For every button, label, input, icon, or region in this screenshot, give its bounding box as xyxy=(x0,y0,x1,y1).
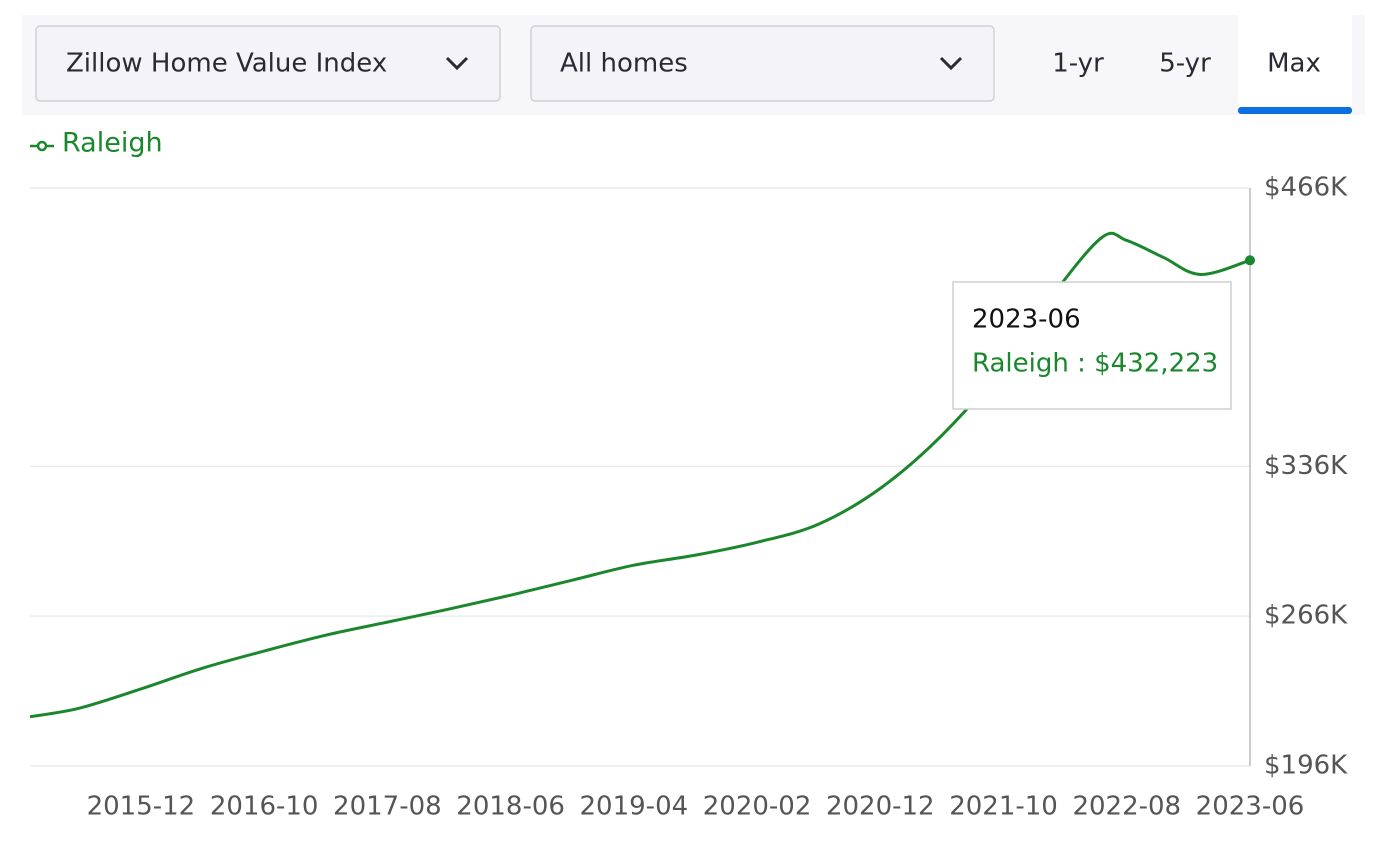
metric-dropdown[interactable]: Zillow Home Value Index xyxy=(35,25,501,102)
x-tick-label: 2015-12 xyxy=(87,792,196,822)
selected-tab-underline xyxy=(1238,107,1352,114)
x-tick-label: 2022-08 xyxy=(1072,792,1181,822)
chevron xyxy=(939,56,963,71)
range-tab[interactable]: 5-yr xyxy=(1159,49,1211,79)
x-tick-label: 2023-06 xyxy=(1196,792,1305,822)
tooltip-date: 2023-06 xyxy=(972,305,1081,335)
x-tick-label: 2018-06 xyxy=(456,792,565,822)
tooltip-value: Raleigh : $432,223 xyxy=(972,349,1218,379)
x-tick-label: 2017-08 xyxy=(333,792,442,822)
legend[interactable]: Raleigh xyxy=(30,128,163,159)
dropdown-label[interactable]: Zillow Home Value Index xyxy=(66,49,387,79)
tooltip: 2023-06 Raleigh : $432,223 xyxy=(952,281,1232,410)
y-tick-label: $266K xyxy=(1264,601,1348,631)
dropdown-label[interactable]: All homes xyxy=(560,49,688,79)
x-tick-label: 2021-10 xyxy=(949,792,1058,822)
dropdown-box[interactable] xyxy=(530,25,995,102)
selected-tab-bg xyxy=(1238,15,1352,115)
x-tick-label: 2016-10 xyxy=(210,792,319,822)
dropdown-box[interactable] xyxy=(35,25,501,102)
y-tick-label: $336K xyxy=(1264,451,1348,481)
legend-label[interactable]: Raleigh xyxy=(62,128,163,159)
tooltip-box xyxy=(952,281,1232,410)
home-type-dropdown[interactable]: All homes xyxy=(530,25,995,102)
range-tab[interactable]: 1-yr xyxy=(1052,49,1104,79)
chevron xyxy=(445,56,469,71)
legend-icon-dot xyxy=(36,140,48,152)
x-tick-label: 2020-02 xyxy=(703,792,812,822)
y-tick-label: $196K xyxy=(1264,751,1348,781)
x-tick-label: 2020-12 xyxy=(826,792,935,822)
series-line xyxy=(29,231,1251,719)
y-tick-label: $466K xyxy=(1264,173,1348,203)
range-tab[interactable]: Max xyxy=(1267,49,1321,79)
hover-point xyxy=(1245,255,1255,266)
chart: $196K $266K $336K $466K 2015-12 2016-10 2017-0… xyxy=(29,173,1348,822)
x-tick-label: 2019-04 xyxy=(580,792,689,822)
